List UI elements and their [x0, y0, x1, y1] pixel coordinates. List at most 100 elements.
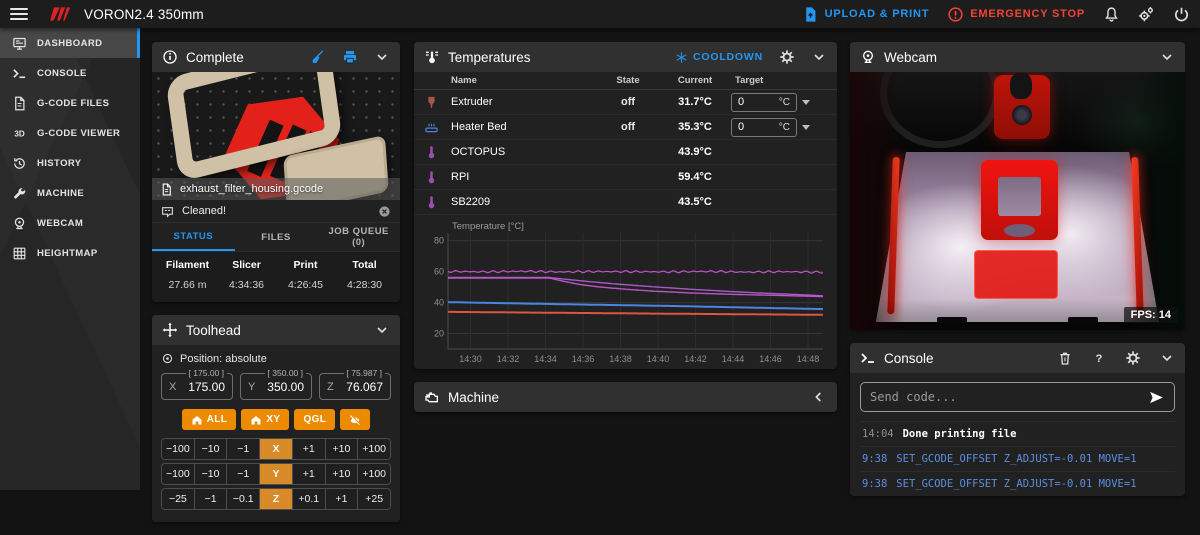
- console-settings-gear-icon[interactable]: [1125, 350, 1141, 366]
- jog-y-plus-100[interactable]: +100: [358, 464, 390, 484]
- svg-text:Temperature [°C]: Temperature [°C]: [452, 221, 524, 232]
- console-entry: 14:04 Done printing file: [860, 421, 1175, 446]
- svg-text:14:30: 14:30: [459, 354, 482, 364]
- status-message: Cleaned!: [182, 205, 227, 217]
- jog-z-plus-25[interactable]: +25: [358, 489, 390, 509]
- jog-row-x: −100 −10 −1 X +1 +10 +100: [161, 438, 391, 460]
- stat-print: Print 4:26:45: [287, 259, 324, 291]
- clear-console-trash-icon[interactable]: [1057, 350, 1073, 366]
- home-xy-button[interactable]: XY: [241, 409, 290, 430]
- jog-z-plus-01[interactable]: +0.1: [292, 489, 326, 509]
- snowflake-icon: [675, 51, 688, 64]
- gcode-command-box: [860, 382, 1175, 412]
- sidebar-item-heightmap[interactable]: HEIGHTMAP: [0, 238, 140, 268]
- status-tabs: STATUS FILES JOB QUEUE (0): [152, 223, 400, 252]
- upload-print-button[interactable]: UPLOAD & PRINT: [802, 6, 930, 23]
- power-icon[interactable]: [1173, 6, 1190, 23]
- jog-z-minus-01[interactable]: −0.1: [227, 489, 261, 509]
- info-icon: [162, 49, 178, 65]
- jog-x-minus-10[interactable]: −10: [194, 439, 228, 459]
- jog-z-minus-25[interactable]: −25: [162, 489, 195, 509]
- webcam-header: Webcam: [850, 42, 1185, 72]
- jog-x-plus-1[interactable]: +1: [292, 439, 326, 459]
- jog-y-minus-100[interactable]: −100: [162, 464, 195, 484]
- qgl-button[interactable]: QGL: [294, 409, 336, 430]
- send-icon[interactable]: [1148, 389, 1165, 406]
- sensor-thermometer-icon: [424, 195, 439, 210]
- collapse-chevron-icon[interactable]: [811, 49, 827, 65]
- file-name-bar: exhaust_filter_housing.gcode: [152, 178, 400, 200]
- jog-y-minus-10[interactable]: −10: [194, 464, 228, 484]
- motors-off-button[interactable]: [340, 409, 371, 430]
- help-icon[interactable]: [1091, 350, 1107, 366]
- sidebar-item-console[interactable]: CONSOLE: [0, 58, 140, 88]
- history-icon: [12, 156, 27, 171]
- collapse-chevron-icon[interactable]: [1159, 49, 1175, 65]
- extruder-target-input[interactable]: 0 °C: [731, 92, 797, 112]
- temp-row-sb2209: SB2209 43.5°C: [414, 190, 837, 215]
- jog-x-plus-100[interactable]: +100: [358, 439, 390, 459]
- cooldown-button[interactable]: COOLDOWN: [675, 51, 763, 64]
- stat-slicer: Slicer 4:34:36: [228, 259, 265, 291]
- webcam-icon: [12, 216, 27, 231]
- sensor-thermometer-icon: [424, 170, 439, 185]
- jog-x-minus-1[interactable]: −1: [227, 439, 261, 459]
- jog-x-minus-100[interactable]: −100: [162, 439, 195, 459]
- console-entry: 9:38 SET_GCODE_OFFSET Z_ADJUST=-0.01 MOV…: [860, 471, 1175, 496]
- collapse-chevron-icon[interactable]: [374, 322, 390, 338]
- jog-y-plus-1[interactable]: +1: [292, 464, 326, 484]
- tab-status[interactable]: STATUS: [152, 223, 235, 251]
- x-position-field[interactable]: [ 175.00 ] X 175.00: [161, 368, 233, 400]
- machine-panel: Machine: [414, 382, 837, 412]
- y-position-field[interactable]: [ 350.00 ] Y 350.00: [240, 368, 312, 400]
- jog-y-plus-10[interactable]: +10: [325, 464, 359, 484]
- status-message-row: Cleaned!: [152, 200, 400, 223]
- svg-text:60: 60: [434, 267, 444, 277]
- stat-filament: Filament 27.66 m: [165, 259, 210, 291]
- dismiss-message-icon[interactable]: [378, 205, 391, 218]
- bed-target-input[interactable]: 0 °C: [731, 117, 797, 137]
- settings-gears-icon[interactable]: [1138, 6, 1155, 23]
- jog-z-minus-1[interactable]: −1: [194, 489, 228, 509]
- reprint-icon[interactable]: [342, 49, 358, 65]
- tab-files[interactable]: FILES: [261, 231, 291, 243]
- jog-axis-x: X: [260, 439, 293, 459]
- sidebar-item-gcode-files[interactable]: G-CODE FILES: [0, 88, 140, 118]
- toolhead-title: Toolhead: [186, 322, 241, 338]
- webcam-title: Webcam: [884, 49, 938, 65]
- alert-icon: [947, 6, 964, 23]
- jog-z-plus-1[interactable]: +1: [325, 489, 359, 509]
- jog-x-plus-10[interactable]: +10: [325, 439, 359, 459]
- jog-row-y: −100 −10 −1 Y +1 +10 +100: [161, 463, 391, 485]
- console-entry: 9:38 SET_GCODE_OFFSET Z_ADJUST=-0.01 MOV…: [860, 446, 1175, 471]
- terminal-icon: [860, 350, 876, 366]
- collapse-chevron-icon[interactable]: [1159, 350, 1175, 366]
- collapse-chevron-icon[interactable]: [374, 49, 390, 65]
- engine-icon: [424, 389, 440, 405]
- sidebar-item-webcam[interactable]: WEBCAM: [0, 208, 140, 238]
- menu-icon[interactable]: [10, 8, 28, 20]
- sidebar-item-machine[interactable]: MACHINE: [0, 178, 140, 208]
- z-position-field[interactable]: [ 75.987 ] Z 76.067: [319, 368, 391, 400]
- fps-badge: FPS: 14: [1123, 307, 1178, 323]
- svg-text:14:48: 14:48: [797, 354, 820, 364]
- sidebar-item-history[interactable]: HISTORY: [0, 148, 140, 178]
- bed-preset-dropdown-icon[interactable]: [802, 124, 810, 130]
- emergency-stop-button[interactable]: EMERGENCY STOP: [947, 6, 1085, 23]
- jog-y-minus-1[interactable]: −1: [227, 464, 261, 484]
- temp-settings-gear-icon[interactable]: [779, 49, 795, 65]
- sidebar-item-dashboard[interactable]: DASHBOARD: [0, 28, 140, 58]
- svg-text:20: 20: [434, 329, 444, 339]
- move-axes-icon: [162, 322, 178, 338]
- clean-broom-icon[interactable]: [310, 49, 326, 65]
- gcode-command-input[interactable]: [870, 390, 1148, 404]
- extruder-preset-dropdown-icon[interactable]: [802, 99, 810, 105]
- expand-chevron-icon[interactable]: [811, 389, 827, 405]
- sensor-thermometer-icon: [424, 145, 439, 160]
- machine-header: Machine: [414, 382, 837, 412]
- home-all-button[interactable]: ALL: [181, 409, 237, 430]
- tab-job-queue[interactable]: JOB QUEUE (0): [328, 226, 389, 248]
- notifications-bell-icon[interactable]: [1103, 6, 1120, 23]
- sidebar-item-gcode-viewer[interactable]: G-CODE VIEWER: [0, 118, 140, 148]
- webcam-icon: [860, 49, 876, 65]
